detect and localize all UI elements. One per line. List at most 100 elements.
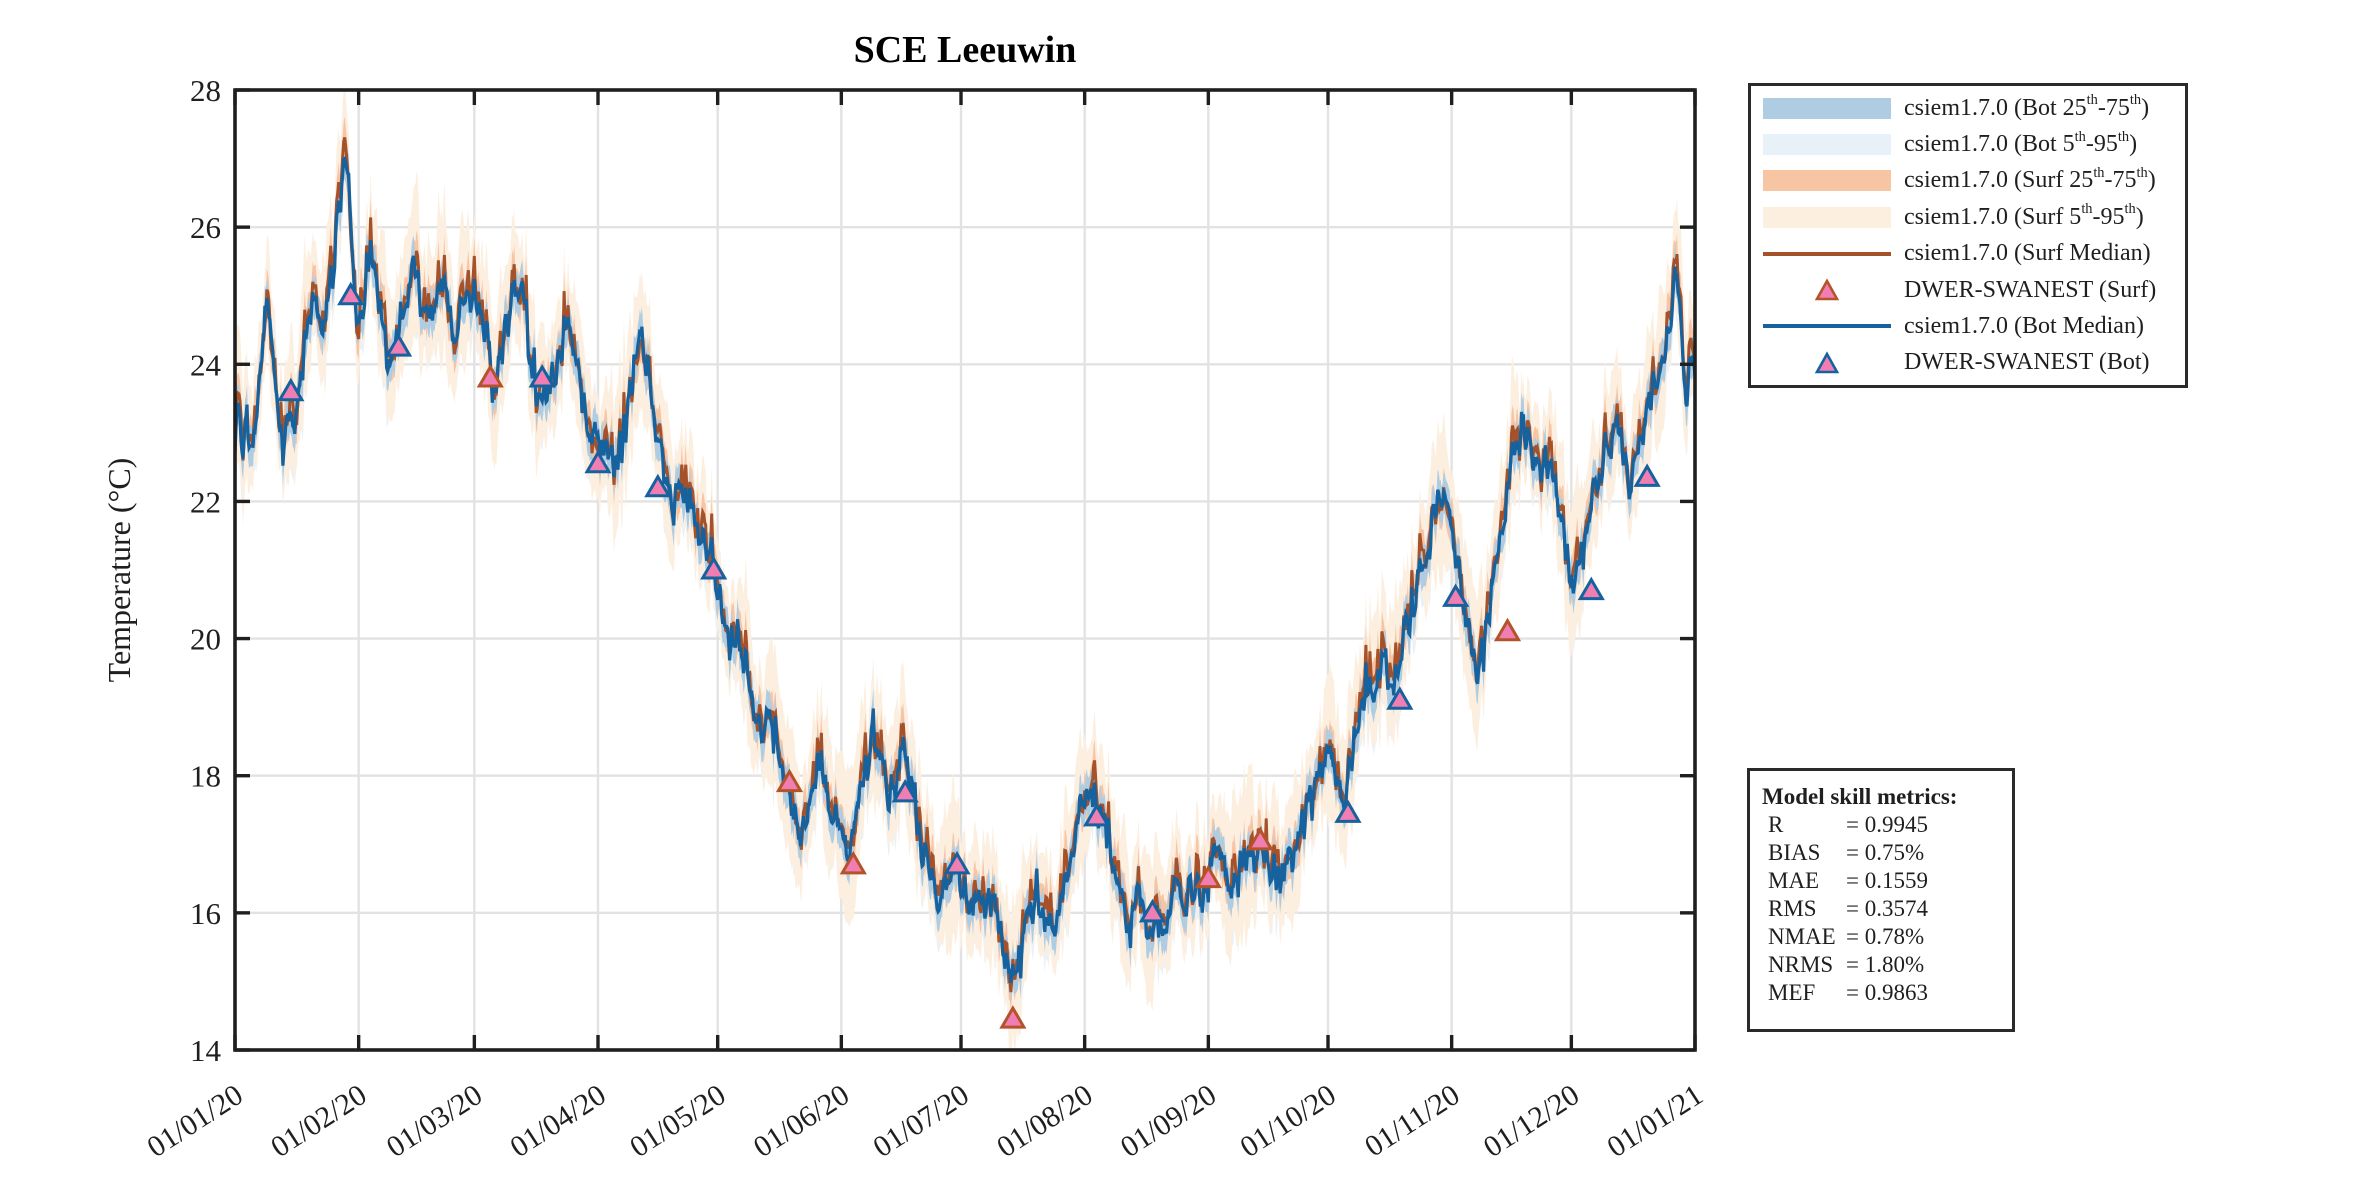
obs-marker-surf	[1246, 826, 1274, 851]
metric-value: = 0.78%	[1846, 924, 1925, 949]
y-tick-label: 20	[190, 622, 221, 657]
legend-line-swatch	[1763, 324, 1891, 329]
metric-row: NMAE = 0.78%	[1762, 923, 2002, 951]
axes-border	[233, 88, 1697, 1052]
metrics-heading: Model skill metrics:	[1762, 784, 1958, 809]
legend-patch-swatch	[1763, 206, 1891, 228]
x-tick-label: 01/05/20	[624, 1078, 731, 1164]
legend-label: csiem1.7.0 (Surf Median)	[1904, 240, 2151, 267]
legend-triangle-icon	[1814, 278, 1840, 301]
legend-swatch	[1763, 206, 1891, 228]
obs-marker-bot	[1442, 583, 1470, 607]
metric-name: RMS	[1768, 896, 1817, 921]
x-tick-label: 01/03/20	[381, 1078, 488, 1164]
metric-value: = 0.9945	[1846, 812, 1928, 837]
obs-marker-bot	[1083, 802, 1111, 827]
y-tick-label: 26	[190, 210, 221, 245]
x-tick-label: 01/10/20	[1234, 1078, 1341, 1164]
obs-marker-surf	[775, 768, 804, 793]
x-tick-label: 01/12/20	[1478, 1078, 1585, 1164]
legend-label: csiem1.7.0 (Bot 5th-95th)	[1904, 128, 2138, 158]
obs-marker-bot	[943, 850, 971, 875]
x-tick-label: 01/01/20	[141, 1078, 248, 1164]
y-tick-label: 14	[190, 1033, 222, 1068]
legend-label: DWER-SWANEST (Surf)	[1904, 276, 2157, 303]
legend-entry: DWER-SWANEST (Bot)	[1763, 345, 2185, 381]
obs-marker-bot	[1334, 799, 1362, 823]
obs-marker-bot	[700, 556, 728, 580]
legend-entry: csiem1.7.0 (Surf Median)	[1763, 236, 2185, 272]
surf-5-95-band	[235, 90, 1695, 1050]
legend-entry: csiem1.7.0 (Bot Median)	[1763, 308, 2185, 344]
legend-label: DWER-SWANEST (Bot)	[1904, 349, 2150, 376]
legend-entry: csiem1.7.0 (Bot 25th-75th)	[1763, 90, 2185, 126]
metric-name: BIAS	[1768, 840, 1821, 865]
obs-marker-bot	[1633, 463, 1661, 487]
legend-entry: csiem1.7.0 (Surf 5th-95th)	[1763, 199, 2185, 235]
metric-row: RMS = 0.3574	[1762, 895, 2002, 923]
obs-marker-surf	[839, 850, 867, 875]
legend-label: csiem1.7.0 (Bot 25th-75th)	[1904, 92, 2150, 121]
metric-name: NMAE	[1768, 924, 1836, 949]
metric-row: BIAS = 0.75%	[1762, 839, 2002, 867]
bot-median-line	[235, 155, 1695, 983]
legend-patch-swatch	[1763, 97, 1891, 119]
legend-entry: csiem1.7.0 (Bot 5th-95th)	[1763, 126, 2185, 162]
legend-swatch	[1763, 134, 1891, 156]
x-tick-label: 01/09/20	[1115, 1078, 1222, 1164]
x-tick-label: 01/02/20	[265, 1078, 372, 1164]
metric-value: = 0.1559	[1846, 868, 1928, 893]
obs-marker-bot	[644, 473, 672, 498]
y-tick-label: 28	[190, 73, 221, 108]
legend: csiem1.7.0 (Bot 25th-75th) csiem1.7.0 (Bo…	[1748, 83, 2188, 388]
y-axis-label: Temperature (°C)	[101, 458, 137, 683]
legend-label: csiem1.7.0 (Surf 5th-95th)	[1904, 201, 2144, 230]
legend-label: csiem1.7.0 (Bot Median)	[1904, 312, 2144, 339]
legend-entry: csiem1.7.0 (Surf 25th-75th)	[1763, 163, 2185, 199]
obs-marker-surf	[1194, 864, 1222, 889]
legend-entry: DWER-SWANEST (Surf)	[1763, 272, 2185, 308]
legend-line-swatch	[1763, 251, 1891, 256]
x-tick-label: 01/01/21	[1601, 1078, 1708, 1164]
model-skill-metrics-box: Model skill metrics: R = 0.9945 BIAS = 0.75…	[1747, 768, 2015, 1032]
y-tick-label: 24	[190, 347, 222, 382]
metric-row: MEF = 0.9863	[1762, 979, 2002, 1007]
obs-marker-bot	[1138, 898, 1167, 923]
obs-marker-bot	[1386, 686, 1414, 710]
obs-marker-bot	[891, 778, 919, 803]
legend-triangle-icon	[1814, 351, 1840, 374]
obs-marker-bot	[277, 377, 305, 402]
metric-value: = 0.3574	[1846, 896, 1928, 921]
legend-swatch	[1763, 350, 1891, 376]
metric-row: R = 0.9945	[1762, 811, 2002, 839]
metric-value: = 0.9863	[1846, 980, 1928, 1005]
x-tick-label: 01/11/20	[1359, 1078, 1466, 1163]
obs-marker-surf	[1493, 617, 1522, 642]
chart-title: SCE Leeuwin	[853, 29, 1077, 71]
metric-name: MEF	[1768, 980, 1816, 1005]
y-tick-label: 18	[190, 759, 221, 794]
metric-value: = 0.75%	[1846, 840, 1925, 865]
legend-label: csiem1.7.0 (Surf 25th-75th)	[1904, 165, 2156, 194]
x-tick-label: 01/07/20	[867, 1078, 974, 1164]
x-tick-label: 01/06/20	[748, 1078, 855, 1164]
x-tick-label: 01/08/20	[991, 1078, 1098, 1164]
metric-row: MAE = 0.1559	[1762, 867, 2002, 895]
legend-swatch	[1763, 97, 1891, 119]
metric-name: MAE	[1768, 868, 1820, 893]
legend-patch-swatch	[1763, 134, 1891, 156]
legend-swatch	[1763, 277, 1891, 303]
legend-swatch	[1763, 170, 1891, 192]
legend-patch-swatch	[1763, 170, 1891, 192]
y-tick-label: 22	[190, 484, 221, 519]
metric-value: = 1.80%	[1846, 952, 1925, 977]
y-tick-label: 16	[190, 896, 221, 931]
obs-marker-bot	[1577, 576, 1605, 601]
obs-marker-bot	[337, 281, 365, 306]
obs-marker-bot	[528, 364, 556, 388]
obs-marker-bot	[584, 449, 612, 474]
metric-name: R	[1768, 812, 1784, 837]
obs-marker-bot	[384, 333, 413, 357]
